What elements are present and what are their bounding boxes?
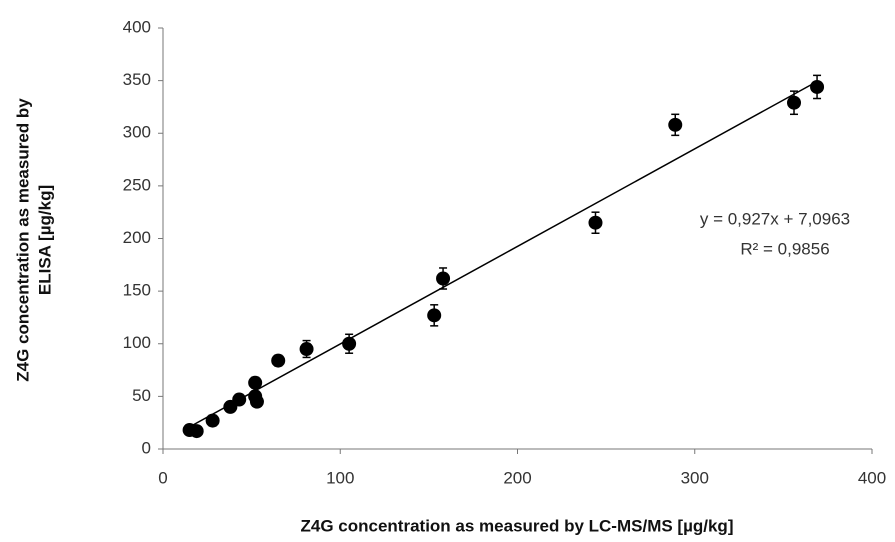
point: [342, 336, 357, 351]
point: [232, 392, 247, 407]
y-tick-label: 100: [123, 333, 151, 352]
y-tick-label: 200: [123, 228, 151, 247]
y-tick-label: 0: [142, 438, 151, 457]
y-axis-label: Z4G concentration as measured by ELISA […: [13, 98, 54, 382]
point: [189, 424, 204, 439]
y-tick-label: 50: [132, 386, 151, 405]
point: [248, 375, 263, 390]
x-tick-label: 0: [158, 468, 167, 487]
x-tick-label: 300: [681, 468, 709, 487]
point: [588, 215, 603, 230]
point: [810, 79, 825, 94]
point: [668, 117, 683, 132]
y-tick-label: 150: [123, 281, 151, 300]
trend-equation: y = 0,927x + 7,0963: [700, 209, 850, 228]
y-axis-label-line: ELISA [µg/kg]: [35, 185, 54, 295]
y-axis-label-line: Z4G concentration as measured by: [13, 98, 32, 382]
x-tick-label: 400: [858, 468, 886, 487]
point: [249, 394, 264, 409]
x-tick-label: 100: [326, 468, 354, 487]
point: [271, 353, 286, 368]
x-tick-label: 200: [503, 468, 531, 487]
point: [436, 271, 451, 286]
point: [299, 342, 314, 357]
trend-r2: R² = 0,9856: [740, 239, 829, 258]
point: [787, 95, 802, 110]
point: [205, 413, 220, 428]
y-tick-label: 400: [123, 17, 151, 36]
trendline: [189, 80, 818, 428]
point: [427, 308, 442, 323]
y-tick-label: 300: [123, 123, 151, 142]
x-axis-label: Z4G concentration as measured by LC-MS/M…: [301, 516, 734, 535]
y-tick-label: 250: [123, 175, 151, 194]
y-tick-label: 350: [123, 70, 151, 89]
